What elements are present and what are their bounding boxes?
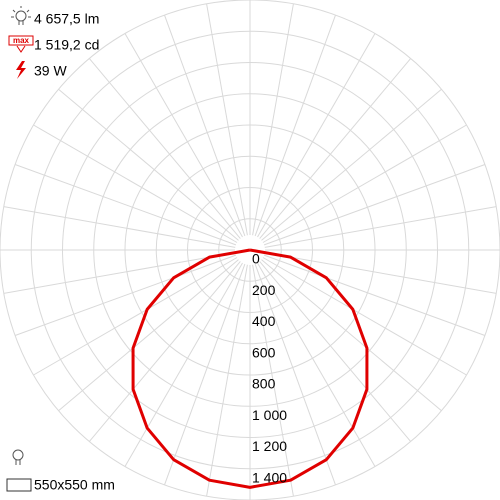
- r-tick-label: 800: [252, 376, 276, 392]
- spoke: [257, 262, 376, 467]
- spoke: [254, 14, 336, 237]
- spoke: [206, 264, 248, 497]
- r-tick-label: 1 000: [252, 407, 287, 423]
- spoke: [3, 206, 236, 248]
- spoke: [14, 164, 237, 246]
- spoke: [58, 259, 239, 412]
- power: 39 W: [34, 63, 67, 79]
- plot: [131, 248, 369, 489]
- flux: 4 657,5 lm: [34, 11, 99, 27]
- grid-circle: [124, 124, 376, 376]
- spoke: [259, 58, 412, 239]
- grid-circle: [93, 93, 407, 407]
- spoke: [252, 264, 294, 497]
- spoke: [88, 58, 241, 239]
- grid-circle: [187, 187, 313, 313]
- spoke: [254, 263, 336, 486]
- spoke: [262, 124, 467, 243]
- spoke: [164, 14, 246, 237]
- spoke: [124, 262, 243, 467]
- spoke: [14, 254, 237, 336]
- spoke: [33, 124, 238, 243]
- spoke: [124, 33, 243, 238]
- spoke: [252, 3, 294, 236]
- grid-circle: [218, 218, 282, 282]
- r-tick-label: 1 400: [252, 469, 287, 485]
- max-intensity: 1 519,2 cd: [34, 37, 99, 53]
- svg-text:max: max: [13, 36, 30, 45]
- bulb-icon: [11, 6, 31, 25]
- spoke: [264, 252, 497, 294]
- spoke: [261, 88, 442, 241]
- grid-circle: [62, 62, 438, 438]
- spoke: [257, 33, 376, 238]
- spoke: [3, 252, 236, 294]
- spoke: [88, 261, 241, 442]
- spoke: [33, 257, 238, 376]
- grid-circle: [30, 30, 470, 470]
- intensity-curve: [131, 248, 369, 489]
- spoke: [259, 261, 412, 442]
- spoke: [263, 164, 486, 246]
- r-tick-label: 400: [252, 313, 276, 329]
- spoke: [264, 206, 497, 248]
- bulb-icon-small: [12, 449, 24, 465]
- power-icon: [16, 61, 26, 79]
- size: 550x550 mm: [34, 477, 115, 493]
- spoke: [261, 259, 442, 412]
- spoke: [206, 3, 248, 236]
- spoke: [263, 254, 486, 336]
- r-tick-label: 1 200: [252, 438, 287, 454]
- r-tick-label: 600: [252, 344, 276, 360]
- spoke: [164, 263, 246, 486]
- r-tick-label: 200: [252, 282, 276, 298]
- spoke: [262, 257, 467, 376]
- labels: 0 200 400 600 800 1 000 1 200 1 400: [252, 251, 287, 486]
- max-icon: max: [8, 35, 34, 53]
- r-tick-label: 0: [252, 251, 260, 267]
- spoke: [58, 88, 239, 241]
- grid-circle: [155, 155, 345, 345]
- size-icon: [6, 478, 32, 492]
